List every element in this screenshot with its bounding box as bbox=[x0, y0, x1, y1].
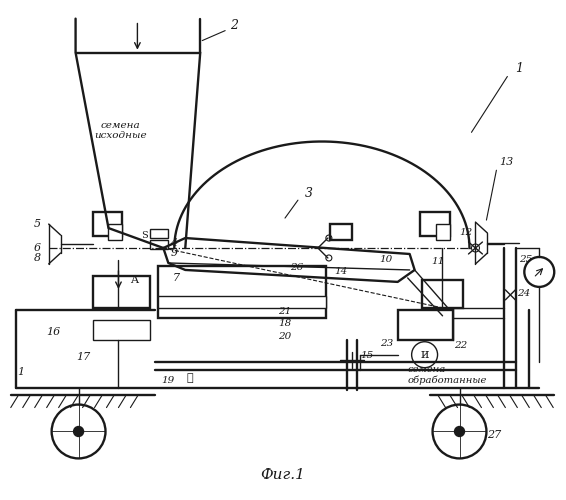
Text: и: и bbox=[421, 348, 429, 361]
Text: 6: 6 bbox=[34, 243, 41, 253]
Text: 19: 19 bbox=[161, 376, 174, 385]
Bar bbox=[158, 266, 326, 318]
Text: 2: 2 bbox=[230, 19, 238, 32]
Text: 7: 7 bbox=[172, 273, 179, 283]
Circle shape bbox=[524, 257, 554, 287]
Text: семена
обработанные: семена обработанные bbox=[408, 364, 487, 384]
Bar bbox=[436, 224, 449, 240]
Bar bbox=[92, 276, 151, 308]
Circle shape bbox=[411, 342, 438, 367]
Text: Фиг.1: Фиг.1 bbox=[260, 468, 306, 482]
Text: 3: 3 bbox=[305, 186, 313, 200]
Text: 23: 23 bbox=[380, 339, 393, 348]
Text: 15: 15 bbox=[360, 351, 373, 360]
Text: 1: 1 bbox=[17, 366, 24, 376]
Text: A: A bbox=[130, 275, 139, 285]
Text: 26: 26 bbox=[290, 264, 303, 272]
Text: ⚙: ⚙ bbox=[187, 372, 194, 382]
Text: 4: 4 bbox=[170, 238, 177, 248]
Text: 24: 24 bbox=[517, 290, 530, 298]
Text: 13: 13 bbox=[499, 157, 514, 167]
Text: 14: 14 bbox=[334, 268, 347, 276]
Bar bbox=[419, 212, 449, 236]
Bar bbox=[158, 296, 326, 308]
Bar bbox=[422, 280, 464, 308]
Text: 1: 1 bbox=[516, 62, 524, 75]
Text: 20: 20 bbox=[278, 332, 291, 342]
Text: 27: 27 bbox=[487, 430, 501, 440]
Circle shape bbox=[74, 426, 84, 436]
Text: 17: 17 bbox=[76, 352, 91, 362]
Bar bbox=[151, 240, 168, 249]
Bar bbox=[398, 310, 453, 340]
Text: S: S bbox=[141, 230, 148, 239]
Text: 18: 18 bbox=[278, 320, 291, 328]
Text: 9: 9 bbox=[170, 248, 177, 258]
Text: 16: 16 bbox=[46, 327, 61, 337]
Text: 5: 5 bbox=[34, 219, 41, 229]
Bar bbox=[92, 212, 122, 236]
Bar bbox=[109, 224, 122, 240]
Bar bbox=[92, 320, 151, 340]
Text: 12: 12 bbox=[460, 228, 473, 236]
Text: 21: 21 bbox=[278, 308, 291, 316]
Circle shape bbox=[454, 426, 465, 436]
Bar bbox=[151, 229, 168, 238]
Text: 8: 8 bbox=[34, 253, 41, 263]
Text: 11: 11 bbox=[432, 258, 445, 266]
Text: 22: 22 bbox=[454, 341, 468, 350]
Text: семена
исходные: семена исходные bbox=[94, 120, 147, 140]
Text: 10: 10 bbox=[380, 256, 393, 264]
Bar bbox=[330, 224, 352, 240]
Text: 25: 25 bbox=[520, 256, 533, 264]
